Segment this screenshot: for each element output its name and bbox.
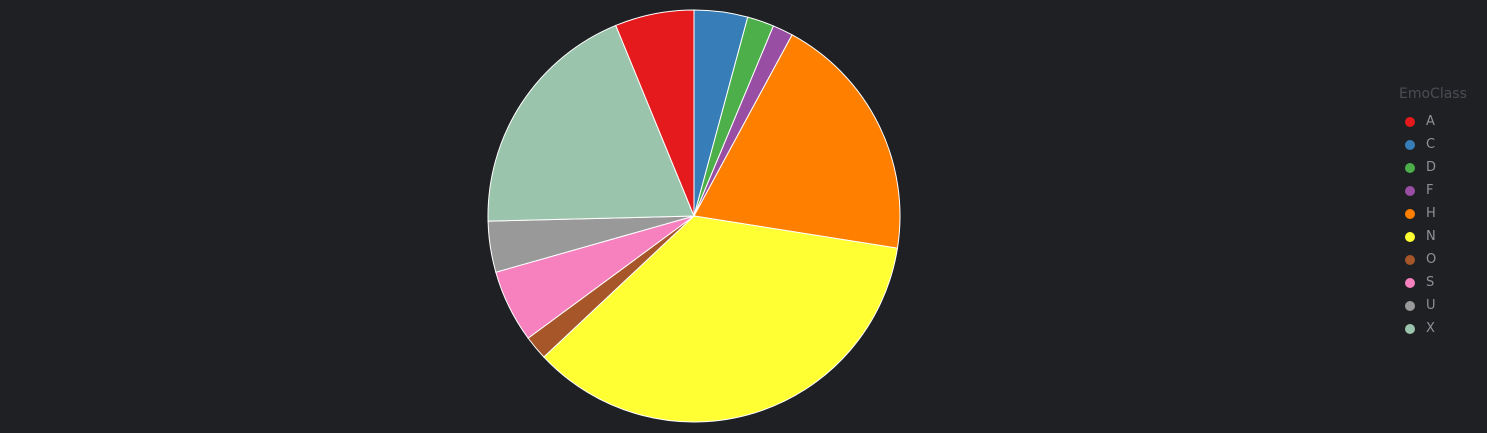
legend-label-u: U xyxy=(1426,298,1436,313)
legend-label-d: D xyxy=(1426,160,1437,175)
legend-swatch-x xyxy=(1405,323,1415,334)
pie-slice-h[interactable] xyxy=(693,34,901,249)
legend-label-x: X xyxy=(1426,321,1435,336)
legend-label-n: N xyxy=(1426,229,1436,244)
legend-item-a[interactable]: A xyxy=(1405,110,1487,133)
legend-item-d[interactable]: D xyxy=(1405,156,1487,179)
legend-swatch-f xyxy=(1405,185,1415,196)
legend-swatch-h xyxy=(1405,208,1415,219)
legend-label-a: A xyxy=(1426,114,1435,129)
legend-item-x[interactable]: X xyxy=(1405,317,1487,340)
legend-label-f: F xyxy=(1426,183,1434,198)
legend-item-h[interactable]: H xyxy=(1405,202,1487,225)
legend-item-u[interactable]: U xyxy=(1405,294,1487,317)
pie-slice-x[interactable] xyxy=(487,24,695,222)
legend-swatch-a xyxy=(1405,116,1415,127)
legend-swatch-u xyxy=(1405,300,1415,311)
pie-slice-n[interactable] xyxy=(543,215,899,423)
legend-item-o[interactable]: O xyxy=(1405,248,1487,271)
legend-label-c: C xyxy=(1426,137,1436,152)
legend-swatch-o xyxy=(1405,254,1415,265)
legend-swatch-n xyxy=(1405,231,1415,242)
legend-label-h: H xyxy=(1426,206,1436,221)
legend-title: EmoClass xyxy=(1399,86,1467,102)
legend-item-f[interactable]: F xyxy=(1405,179,1487,202)
legend-label-s: S xyxy=(1426,275,1435,290)
pie-slice-a[interactable] xyxy=(615,9,695,217)
legend-swatch-d xyxy=(1405,162,1415,173)
legend-swatch-s xyxy=(1405,277,1415,288)
legend-item-c[interactable]: C xyxy=(1405,133,1487,156)
legend-swatch-c xyxy=(1405,139,1415,150)
legend-label-o: O xyxy=(1426,252,1437,267)
legend-item-n[interactable]: N xyxy=(1405,225,1487,248)
legend-item-s[interactable]: S xyxy=(1405,271,1487,294)
